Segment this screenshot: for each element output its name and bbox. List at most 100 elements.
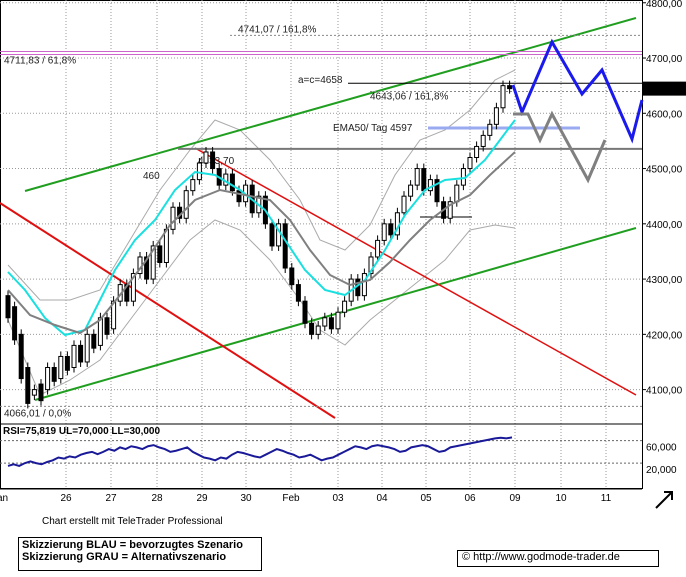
candle-body-68 [454, 184, 460, 203]
level-lines: 4741,07 / 161,8% 4711,83 / 61,8% a=c=4658 4… [0, 24, 642, 419]
candle-body-60 [401, 195, 407, 214]
candle-body-40 [269, 223, 275, 247]
candle-body-73 [487, 123, 493, 136]
trend-red-upper [194, 147, 637, 396]
candle-body-43 [289, 267, 295, 286]
scenario-grey [513, 110, 607, 184]
level-label-6: 4066,01 / 0,0% [4, 408, 71, 419]
website-link[interactable]: © http://www.godmode-trader.de [462, 551, 620, 563]
candle-body-13 [91, 333, 97, 349]
candle-body-5 [38, 383, 44, 402]
price-tick-label-2: 4600,00 [646, 109, 683, 120]
candle-body-63 [421, 168, 427, 192]
date-tick-label-11: 09 [509, 493, 521, 504]
rsi-tick-60: 60,000 [646, 442, 677, 453]
candle-body-9 [64, 355, 70, 371]
candle-body-67 [447, 201, 453, 219]
candle-body-57 [381, 223, 387, 241]
date-tick-label-0: Jan [0, 493, 8, 504]
candle-body-61 [408, 184, 414, 197]
candle-body-56 [375, 239, 381, 258]
candle-body-70 [467, 157, 473, 170]
candle-body-64 [427, 179, 433, 192]
date-tick-label-10: 06 [464, 493, 476, 504]
rsi-line [7, 436, 513, 468]
legend-grau: Skizzierung GRAU = Alternativszenario [22, 551, 227, 563]
price-tick-label-4: 4400,00 [646, 220, 683, 231]
trend-red-lower [0, 202, 336, 419]
level-label-2: a=c=4658 [298, 75, 343, 86]
candle-body-21 [144, 256, 150, 280]
candle-body-25 [170, 206, 176, 230]
date-tick-label-12: 10 [555, 493, 567, 504]
website-box: © http://www.godmode-trader.de [457, 550, 659, 567]
candles [5, 80, 513, 409]
credit-text: Chart erstellt mit TeleTrader Profession… [42, 516, 223, 527]
sma-grey [7, 151, 516, 335]
candle-body-6 [45, 367, 51, 391]
candle-body-12 [84, 333, 90, 363]
candle-body-65 [434, 179, 440, 203]
legend-blue: Skizzierung BLAU = bevorzugtes Szenario [22, 539, 243, 551]
arrow-icon [655, 491, 673, 509]
candle-body-71 [474, 145, 480, 159]
scenario-lines [511, 38, 644, 184]
price-tick-label-6: 4200,00 [646, 330, 683, 341]
date-tick-label-1: 26 [60, 493, 72, 504]
date-tick-label-3: 28 [151, 493, 163, 504]
candle-body-51 [342, 300, 348, 313]
candle-body-76 [507, 85, 513, 90]
candle-body-29 [196, 162, 202, 181]
candle-body-34 [229, 173, 235, 192]
current-price-box [643, 81, 686, 96]
candle-body-62 [414, 168, 420, 186]
candle-body-14 [97, 317, 103, 346]
date-tick-label-13: 11 [601, 493, 612, 504]
level-label-4: EMA50/ Tag 4597 [333, 123, 413, 134]
bollinger-bands [7, 69, 516, 396]
level-label-3: 4643,06 / 161,8% [370, 91, 449, 102]
price-tick-label-3: 4500,00 [646, 165, 683, 176]
candle-body-54 [361, 273, 367, 297]
candle-body-49 [328, 317, 334, 330]
candle-body-30 [203, 151, 209, 164]
candle-body-74 [493, 107, 499, 125]
plot-frame [0, 0, 643, 489]
candle-body-75 [500, 85, 506, 109]
candle-body-46 [309, 322, 315, 335]
candle-body-0 [5, 295, 11, 319]
candle-body-7 [51, 367, 57, 382]
candle-body-27 [183, 190, 189, 219]
candle-body-44 [295, 284, 301, 302]
candle-body-2 [18, 333, 24, 380]
date-tick-label-8: 04 [376, 493, 388, 504]
candle-body-47 [315, 325, 321, 335]
current-price-label: 4644,63 [646, 85, 683, 96]
candle-body-10 [71, 344, 77, 369]
candle-body-35 [236, 190, 242, 203]
date-tick-label-7: 03 [332, 493, 344, 504]
trend-green-upper [24, 17, 637, 192]
candle-body-31 [210, 151, 216, 170]
candle-body-50 [335, 311, 341, 330]
candle-body-15 [104, 317, 110, 335]
candle-body-42 [282, 223, 288, 269]
band-lower [7, 219, 516, 396]
candle-body-22 [150, 245, 156, 280]
grid-lines [0, 0, 643, 489]
candle-body-8 [58, 355, 64, 380]
level-label-0: 4741,07 / 161,8% [238, 24, 317, 35]
moving-averages [7, 119, 516, 337]
candle-body-45 [302, 300, 308, 324]
date-axis: Jan 26 27 28 29 30 Feb 03 04 05 06 09 10 11 [0, 488, 673, 509]
candle-body-55 [368, 256, 374, 275]
candle-body-58 [388, 223, 394, 236]
candle-body-11 [78, 344, 84, 363]
candle-body-4 [31, 389, 37, 396]
price-tick-label-1: 4700,00 [646, 54, 683, 65]
candle-body-48 [322, 317, 328, 327]
level-label-5: 4533,70 [198, 156, 235, 167]
date-tick-label-9: 05 [420, 493, 432, 504]
candle-body-28 [190, 179, 196, 192]
